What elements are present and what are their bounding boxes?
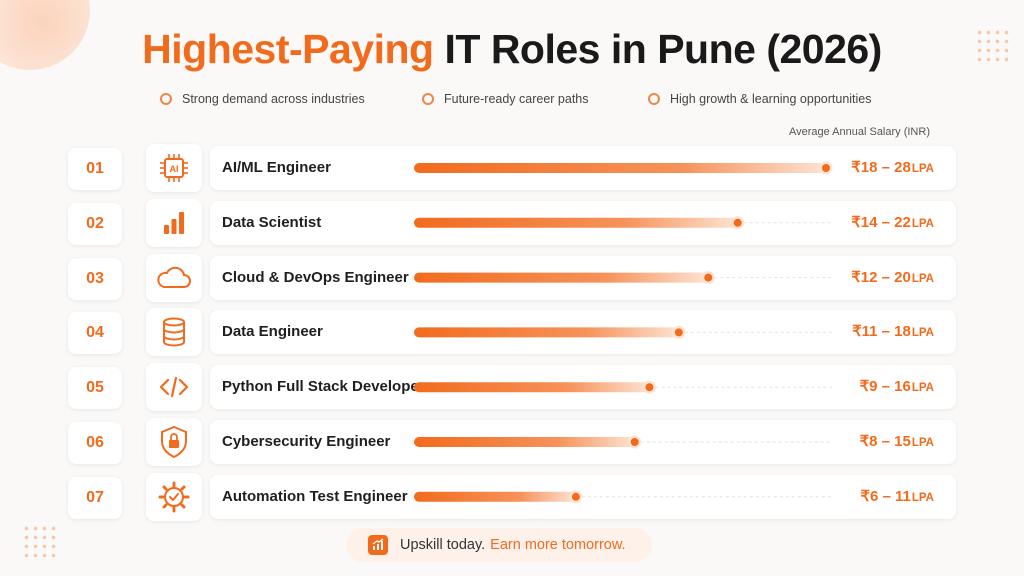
- title-accent: Highest-Paying: [142, 26, 434, 72]
- benefits-list: Strong demand across industries Future-r…: [160, 92, 872, 106]
- salary-value-label: ₹9 – 16LPA: [860, 365, 934, 409]
- salary-unit: LPA: [911, 217, 934, 230]
- cloud-icon: [146, 253, 202, 302]
- salary-range: ₹9 – 16: [859, 378, 911, 396]
- page-title: Highest-Paying IT Roles in Pune (2026): [0, 26, 1024, 73]
- database-icon: [146, 308, 202, 357]
- chart-row: Automation Test Engineer ₹6 – 11LPA: [210, 474, 956, 519]
- rank-badge: 03: [68, 257, 122, 300]
- cta-emphasis: Earn more tomorrow.: [490, 537, 626, 553]
- bar-chart-icon: [146, 198, 202, 247]
- salary-value-label: ₹8 – 15LPA: [860, 420, 934, 464]
- salary-value-label: ₹12 – 20LPA: [851, 256, 934, 300]
- salary-range: ₹14 – 22: [851, 213, 911, 231]
- rank-badge: 01: [68, 148, 122, 190]
- salary-range: ₹11 – 18: [852, 323, 911, 341]
- decorative-dots-bottom-left: [22, 524, 58, 560]
- chart-row: Python Full Stack Developer ₹9 – 16LPA: [210, 365, 956, 410]
- rank-badge: 02: [68, 202, 122, 245]
- role-label: AI/ML Engineer: [222, 159, 331, 176]
- salary-unit: LPA: [911, 327, 934, 340]
- cta-banner: Upskill today. Earn more tomorrow.: [346, 528, 652, 562]
- salary-unit: LPA: [911, 382, 934, 395]
- salary-unit: LPA: [911, 272, 934, 285]
- benefit-item: High growth & learning opportunities: [648, 92, 872, 106]
- role-label: Cloud & DevOps Engineer: [222, 268, 409, 286]
- code-icon: [146, 363, 202, 412]
- salary-unit: LPA: [911, 163, 934, 175]
- salary-value-label: ₹18 – 28LPA: [851, 146, 934, 190]
- chart-row: AI/ML Engineer ₹18 – 28LPA: [210, 146, 956, 190]
- growth-chart-icon: [368, 535, 388, 555]
- role-label: Python Full Stack Developer: [222, 378, 425, 396]
- rank-badge: 04: [68, 312, 122, 355]
- role-label: Cybersecurity Engineer: [222, 433, 391, 450]
- circle-bullet-icon: [422, 93, 434, 105]
- chart-row: Cloud & DevOps Engineer ₹12 – 20LPA: [210, 255, 956, 300]
- rank-badge: 07: [68, 476, 122, 519]
- ai-chip-icon: AI: [146, 144, 202, 192]
- svg-text:AI: AI: [170, 164, 179, 174]
- salary-range: ₹6 – 11: [860, 487, 911, 505]
- salary-value-label: ₹11 – 18LPA: [852, 310, 934, 354]
- role-label: Automation Test Engineer: [222, 487, 408, 505]
- chart-row: Cybersecurity Engineer ₹8 – 15LPA: [210, 420, 956, 464]
- salary-unit: LPA: [911, 491, 934, 504]
- axis-caption: Average Annual Salary (INR): [788, 126, 930, 138]
- salary-unit: LPA: [911, 437, 934, 449]
- circle-bullet-icon: [648, 93, 660, 105]
- benefit-label: Strong demand across industries: [182, 92, 365, 106]
- salary-value-label: ₹14 – 22LPA: [851, 201, 934, 245]
- salary-range: ₹18 – 28: [851, 159, 911, 176]
- shield-lock-icon: [146, 418, 202, 466]
- salary-range: ₹8 – 15: [859, 433, 911, 450]
- benefit-label: Future-ready career paths: [444, 92, 589, 106]
- gear-check-icon: [146, 472, 202, 521]
- benefit-item: Future-ready career paths: [422, 92, 648, 106]
- salary-value-label: ₹6 – 11LPA: [860, 475, 934, 519]
- benefit-label: High growth & learning opportunities: [670, 92, 872, 106]
- role-label: Data Scientist: [222, 213, 322, 231]
- rank-badge: 05: [68, 367, 122, 410]
- title-rest: IT Roles in Pune (2026): [444, 26, 883, 72]
- chart-row: Data Engineer ₹11 – 18LPA: [210, 310, 956, 355]
- salary-range: ₹12 – 20: [851, 268, 911, 286]
- benefit-item: Strong demand across industries: [160, 92, 422, 106]
- chart-row: Data Scientist ₹14 – 22LPA: [210, 200, 956, 245]
- rank-badge: 06: [68, 422, 122, 464]
- circle-bullet-icon: [160, 93, 172, 105]
- role-label: Data Engineer: [222, 323, 323, 341]
- cta-lead: Upskill today.: [400, 537, 486, 553]
- decorative-dots-top-right: [975, 28, 1011, 64]
